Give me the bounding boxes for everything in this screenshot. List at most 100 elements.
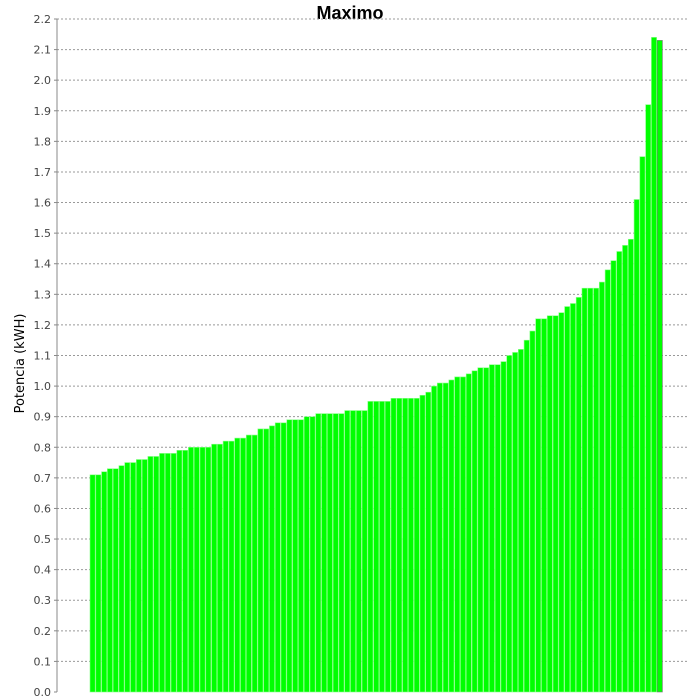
bar (379, 401, 385, 693)
chart-title: Maximo (316, 3, 384, 23)
bar (251, 434, 258, 693)
bar (321, 413, 328, 693)
bar (581, 287, 588, 693)
bar (199, 446, 206, 693)
bar (425, 391, 432, 693)
bar (408, 398, 414, 693)
y-tick-label: 1.6 (34, 197, 52, 210)
bar (118, 465, 125, 693)
bar (656, 40, 663, 693)
bar (622, 245, 628, 693)
bar (454, 376, 461, 693)
y-tick-label: 0.3 (34, 594, 52, 607)
bar (234, 437, 241, 693)
y-tick-label: 1.5 (34, 227, 52, 240)
bar (506, 355, 513, 693)
bar (222, 440, 229, 693)
bar (489, 364, 495, 693)
bar (193, 446, 200, 693)
bar (107, 468, 113, 693)
bar (633, 199, 640, 693)
y-tick-label: 1.9 (34, 105, 52, 118)
bar (639, 156, 646, 693)
bar (604, 269, 611, 693)
y-tick-label: 1.1 (34, 350, 52, 363)
y-tick-label: 2.1 (34, 44, 52, 57)
y-axis-ticks: 0.0 0.1 0.2 0.3 0.4 0.5 0.6 0.7 0.8 0.9 1.0 1.1 1.2 1… (34, 13, 57, 699)
bar (419, 394, 426, 693)
bar (95, 474, 102, 693)
bar (101, 471, 108, 693)
bar (465, 373, 472, 693)
bar (147, 456, 154, 693)
y-tick-label: 1.8 (34, 135, 52, 148)
bar (205, 446, 212, 693)
bar (228, 440, 235, 693)
bar (552, 315, 559, 693)
bars (89, 37, 663, 693)
bar (182, 450, 189, 693)
bar (211, 443, 218, 693)
bar (188, 446, 194, 693)
bar (471, 370, 478, 693)
bar (338, 413, 345, 693)
bar (645, 104, 652, 693)
bar (564, 306, 571, 693)
y-tick-label: 2.0 (34, 74, 52, 87)
y-tick-label: 0.7 (34, 472, 52, 485)
bar (344, 410, 351, 693)
bar (176, 450, 183, 693)
bar (477, 367, 484, 693)
bar (303, 416, 310, 693)
bar (436, 382, 443, 693)
bar (280, 422, 287, 693)
bar (164, 453, 171, 693)
bar (529, 330, 536, 693)
bar (384, 401, 391, 693)
bar (599, 281, 605, 693)
bar (130, 462, 137, 693)
bar (361, 410, 368, 693)
bar (616, 251, 623, 693)
bar (500, 361, 507, 693)
bar (651, 37, 657, 693)
bar (523, 339, 530, 693)
bar (570, 303, 576, 693)
bar (159, 453, 165, 693)
bar (89, 474, 96, 693)
y-tick-label: 2.2 (34, 13, 52, 26)
bar (460, 376, 466, 693)
bar (124, 462, 131, 693)
bar (541, 318, 547, 693)
bar (512, 352, 519, 693)
bar (390, 398, 397, 693)
bar (396, 398, 403, 693)
y-tick-label: 0.2 (34, 625, 52, 638)
bar (558, 312, 565, 693)
bar (448, 379, 455, 693)
y-tick-label: 0.5 (34, 533, 52, 546)
bar (240, 437, 246, 693)
y-tick-label: 0.6 (34, 502, 52, 515)
bar (350, 410, 356, 693)
bar (112, 468, 119, 693)
bar (431, 385, 437, 693)
bar (269, 425, 275, 693)
bar (136, 459, 142, 693)
y-tick-label: 1.7 (34, 166, 52, 179)
bar (274, 422, 281, 693)
bar (292, 419, 299, 693)
bar (546, 315, 553, 693)
y-tick-label: 0.9 (34, 411, 52, 424)
bar (309, 416, 316, 693)
bar (355, 410, 362, 693)
bar (575, 297, 582, 693)
bar (315, 413, 322, 693)
bar (141, 459, 148, 693)
bar (373, 401, 380, 693)
y-tick-label: 1.3 (34, 288, 52, 301)
y-tick-label: 0.8 (34, 441, 52, 454)
y-tick-label: 1.2 (34, 319, 52, 332)
bar (587, 287, 594, 693)
